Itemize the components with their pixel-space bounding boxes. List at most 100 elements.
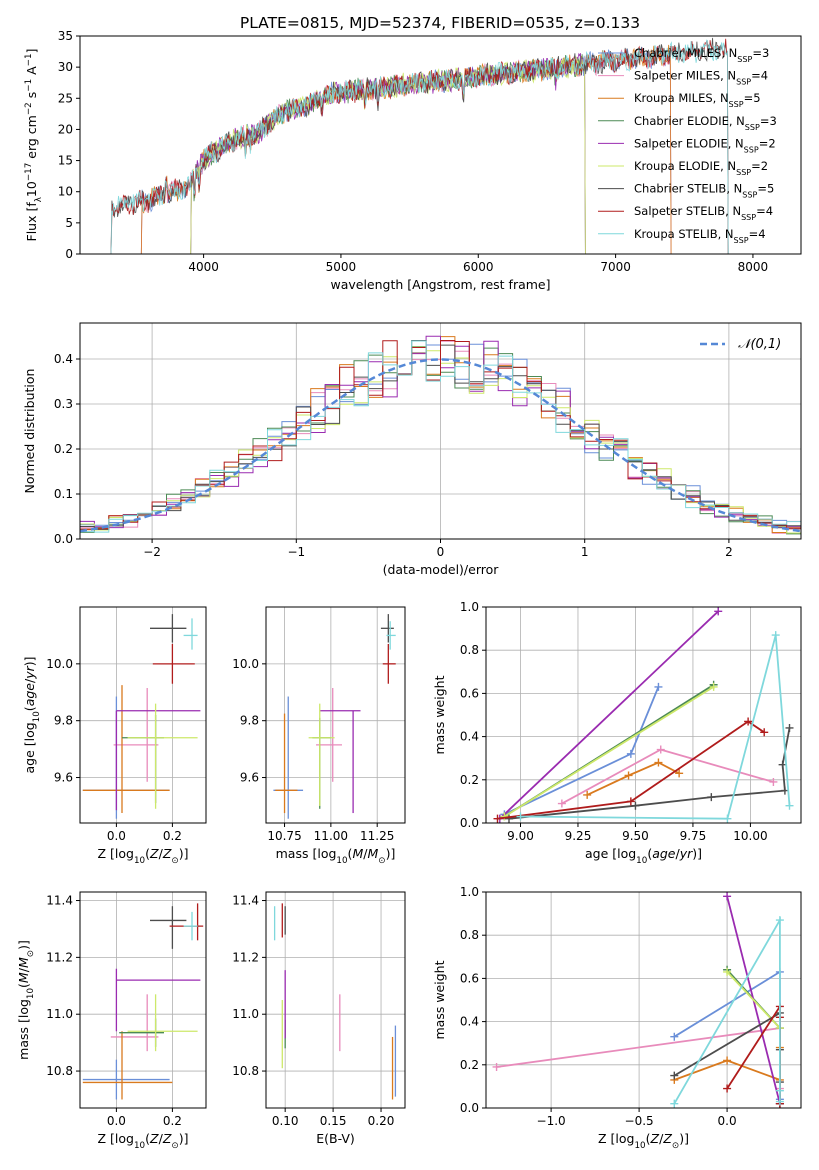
- y-tick-label: 30: [58, 60, 73, 74]
- plot-area: [273, 903, 397, 1100]
- errorbar-chabrier-elodie: [119, 1018, 164, 1047]
- spectrum-line-kroupa-stelib: [110, 39, 730, 254]
- y-tick-label: 35: [58, 29, 73, 43]
- spectrum-line-salpeter-stelib: [110, 38, 730, 254]
- y-tick-label: 10.8: [232, 1064, 259, 1078]
- legend-label-chabrier-stelib: Chabrier STELIB, NSSP=5: [634, 182, 774, 200]
- x-tick-label: 0.0: [107, 1114, 126, 1128]
- weight-series-kroupa-miles: [583, 758, 684, 799]
- x-axis-label: E(B-V): [316, 1131, 355, 1146]
- y-tick-label: 10.0: [46, 657, 73, 671]
- plot-area: [82, 903, 204, 1100]
- y-tick-label: 0.4: [460, 1015, 479, 1029]
- errorbar-chabrier-miles: [273, 696, 304, 819]
- x-tick-label: 10.75: [267, 829, 301, 843]
- weight-series-salpeter-elodie: [495, 607, 723, 823]
- y-axis-label: mass weight: [432, 960, 447, 1039]
- weight-point: [626, 749, 635, 758]
- y-tick-label: 0.2: [460, 1058, 479, 1072]
- legend-label-kroupa-miles: Kroupa MILES, NSSP=5: [634, 91, 761, 109]
- weight-point: [654, 758, 663, 767]
- y-tick-label: 5: [65, 216, 73, 230]
- y-tick-label: 11.4: [46, 894, 73, 908]
- y-tick-label: 11.2: [46, 950, 73, 964]
- y-tick-label: 0.8: [460, 643, 479, 657]
- errorbar-kroupa-miles: [82, 685, 170, 814]
- weight-vs-metallicity-panel: −1.0 −0.5 0.0 0.0 0.2 0.4 0.6 0.8 1.0 Z [log10(Z/…: [432, 885, 802, 1151]
- x-axis-label: (data-model)/error: [383, 562, 500, 577]
- weight-point: [492, 1062, 501, 1071]
- y-tick-label: 11.2: [232, 950, 259, 964]
- y-tick-label: 0.8: [460, 928, 479, 942]
- weight-point: [723, 967, 732, 976]
- weight-point: [785, 801, 794, 810]
- weight-line: [499, 610, 719, 820]
- errorbar-kroupa-elodie: [127, 994, 198, 1052]
- y-tick-label: 1.0: [460, 600, 479, 614]
- plot-area: [110, 37, 730, 254]
- weight-line: [673, 916, 781, 1105]
- x-tick-label: 9.25: [565, 829, 592, 843]
- y-tick-label: 20: [58, 122, 73, 136]
- weight-point: [771, 631, 780, 640]
- x-axis-label: wavelength [Angstrom, rest frame]: [330, 277, 550, 292]
- age-vs-metallicity-panel: 0.0 0.2 9.6 9.8 10.0 Z [log10(Z/Z⊙)] age [log1…: [22, 606, 207, 866]
- x-tick-label: 10.00: [733, 829, 767, 843]
- weight-point: [675, 769, 684, 778]
- axes-frame: 0.0 0.2 10.8 11.0 11.2 11.4 Z [log10(Z/Z⊙)] mas…: [16, 891, 207, 1151]
- x-tick-label: 8000: [738, 260, 769, 274]
- weight-point: [744, 717, 753, 726]
- y-tick-label: 0.6: [460, 971, 479, 985]
- x-tick-label: 0.0: [718, 1114, 737, 1128]
- grid-lines: [266, 892, 405, 1108]
- axes-frame: 10.75 11.00 11.25 9.6 9.8 10.0 mass [log10(M/M…: [232, 606, 406, 866]
- y-tick-label: 11.0: [46, 1007, 73, 1021]
- y-tick-label: 0.1: [54, 487, 73, 501]
- y-tick-label: 25: [58, 91, 73, 105]
- weight-vs-age-panel: 9.00 9.25 9.50 9.75 10.00 0.0 0.2 0.4 0.6 0.8 1.0 a…: [432, 600, 802, 866]
- weight-point: [785, 723, 794, 732]
- weight-point: [723, 814, 732, 823]
- legend-label-chabrier-elodie: Chabrier ELODIE, NSSP=3: [634, 114, 777, 132]
- weight-point: [707, 793, 716, 802]
- x-tick-label: 9.75: [680, 829, 707, 843]
- axes-frame: 0.10 0.15 0.20 10.8 11.0 11.2 11.4 E(B-V): [232, 891, 406, 1146]
- plot-area: [273, 614, 396, 819]
- legend-label-chabrier-miles: Chabrier MILES, NSSP=3: [634, 46, 769, 64]
- spectrum-legend: Chabrier MILES, NSSP=3 Salpeter MILES, NS…: [598, 46, 777, 244]
- legend-label-kroupa-stelib: Kroupa STELIB, NSSP=4: [634, 227, 766, 245]
- y-tick-label: 9.6: [54, 771, 73, 785]
- errorbar-chabrier-miles: [82, 1059, 170, 1100]
- weight-point: [775, 916, 784, 925]
- y-tick-label: 0.2: [460, 773, 479, 787]
- x-tick-label: 0.2: [163, 1114, 182, 1128]
- weight-series-salpeter-stelib: [723, 1002, 784, 1108]
- y-tick-label: 10.0: [232, 657, 259, 671]
- weight-point: [769, 777, 778, 786]
- x-tick-label: 0.2: [163, 829, 182, 843]
- errorbar-salpeter-elodie: [115, 710, 201, 811]
- legend-label-salpeter-elodie: Salpeter ELODIE, NSSP=2: [634, 136, 776, 154]
- axes-frame: 0.0 0.2 9.6 9.8 10.0 Z [log10(Z/Z⊙)] age [log1…: [22, 606, 207, 866]
- age-vs-mass-panel: 10.75 11.00 11.25 9.6 9.8 10.0 mass [log10(M/M…: [232, 606, 406, 866]
- x-tick-label: 0.15: [320, 1114, 347, 1128]
- weight-point: [670, 1071, 679, 1080]
- legend-gaussian-label: 𝒩(0,1): [738, 337, 781, 352]
- x-axis-label: age [log10(age/yr)]: [585, 846, 702, 866]
- weight-series-salpeter-miles: [557, 745, 778, 808]
- weight-point: [723, 892, 732, 901]
- figure-title: PLATE=0815, MJD=52374, FIBERID=0535, z=0…: [240, 14, 640, 32]
- y-axis-label: Normed distribution: [22, 369, 37, 494]
- x-tick-label: −1: [287, 545, 305, 559]
- y-axis-label: age [log10(age/yr)]: [22, 656, 42, 773]
- axes-border: [265, 606, 406, 824]
- y-tick-label: 0: [65, 247, 73, 261]
- spectrum-panel: 4000 5000 6000 7000 8000 0 5 10 15 20 25 30 35 wavele…: [24, 29, 802, 292]
- axes-border: [79, 35, 802, 255]
- errorbar-kroupa-elodie: [308, 703, 335, 806]
- y-axis-label: mass [log10(M/M⊙)]: [16, 940, 36, 1060]
- x-tick-label: 0.10: [272, 1114, 299, 1128]
- legend-label-salpeter-stelib: Salpeter STELIB, NSSP=4: [634, 204, 773, 222]
- x-tick-label: 9.00: [507, 829, 534, 843]
